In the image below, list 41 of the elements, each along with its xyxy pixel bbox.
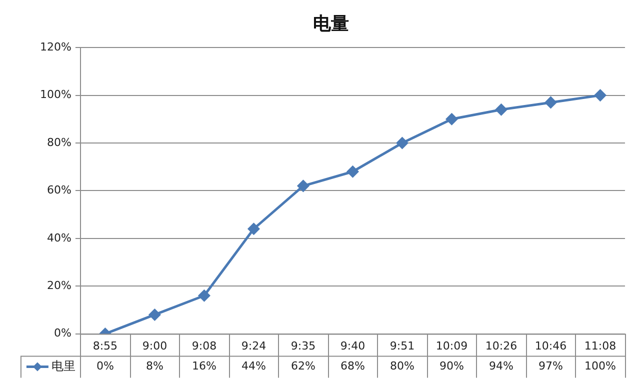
x-tick-label: 10:09 <box>436 339 468 352</box>
point <box>297 180 309 192</box>
x-tick-label: 9:40 <box>340 339 366 352</box>
data-label: 62% <box>290 360 316 373</box>
point <box>248 223 260 235</box>
point <box>495 104 507 116</box>
x-tick-label: 9:51 <box>390 339 415 352</box>
x-tick-label: 9:24 <box>241 339 266 352</box>
x-tick-label: 10:26 <box>485 339 518 352</box>
x-tick-label: 8:55 <box>92 339 118 352</box>
x-tick-label: 11:08 <box>584 339 616 352</box>
data-label: 68% <box>340 360 365 373</box>
point <box>446 113 458 125</box>
y-tick-label: 20% <box>46 278 72 292</box>
x-tick-label: 9:08 <box>192 339 217 352</box>
point <box>346 166 358 178</box>
data-label: 94% <box>489 360 514 373</box>
data-label: 100% <box>584 360 616 373</box>
y-tick-label: 100% <box>40 88 72 102</box>
point <box>594 90 606 102</box>
y-tick-label: 80% <box>46 136 72 149</box>
data-label: 80% <box>390 360 414 373</box>
data-label: 8% <box>146 360 164 373</box>
x-tick-label: 9:35 <box>290 339 316 352</box>
y-tick-label: 120% <box>40 40 72 54</box>
y-tick-label: 40% <box>46 231 72 244</box>
point <box>396 137 408 149</box>
data-label: 44% <box>241 360 266 373</box>
point <box>544 96 556 108</box>
data-label: 97% <box>538 360 563 373</box>
data-label: 16% <box>192 360 216 373</box>
data-label: 0% <box>96 360 114 373</box>
point <box>198 290 210 302</box>
legend-label: 电里 <box>51 358 76 373</box>
x-tick-label: 10:46 <box>534 339 567 352</box>
point <box>148 308 160 320</box>
y-tick-label: 0% <box>54 326 72 340</box>
y-tick-label: 60% <box>46 184 72 197</box>
chart-title: 电量 <box>313 13 349 34</box>
data-label: 90% <box>440 360 464 373</box>
x-tick-label: 9:00 <box>142 339 168 352</box>
